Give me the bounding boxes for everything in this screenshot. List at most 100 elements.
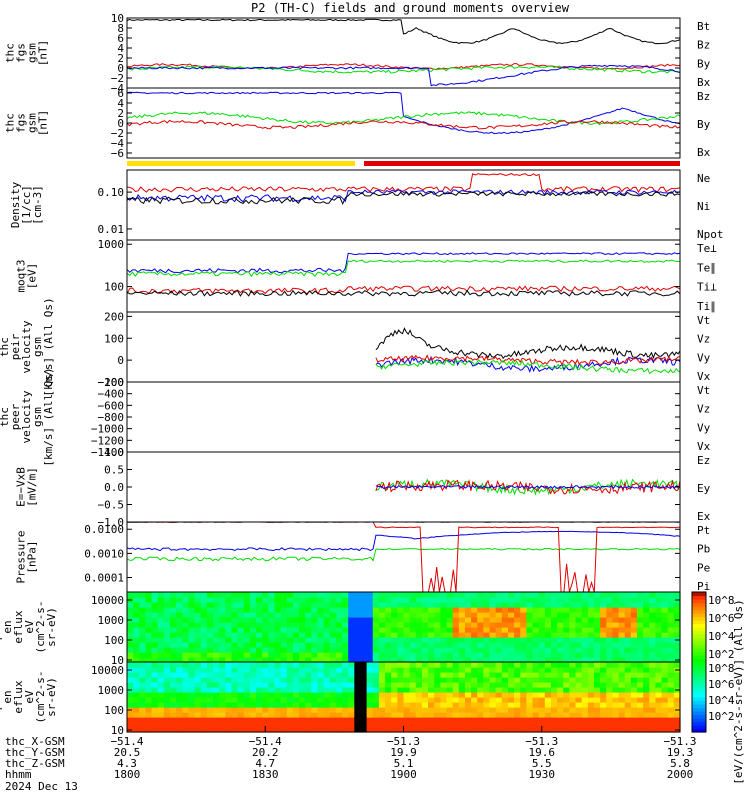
- spec-cell: [262, 692, 269, 698]
- spec-cell: [182, 627, 190, 633]
- spec-cell: [673, 652, 681, 658]
- spec-cell: [225, 597, 233, 603]
- spec-cell: [673, 592, 681, 598]
- spec-cell: [311, 717, 319, 723]
- spec-cell: [323, 647, 331, 653]
- spec-cell: [249, 677, 257, 683]
- spec-cell: [231, 602, 239, 608]
- spec-cell: [286, 597, 294, 603]
- spec-cell: [624, 592, 632, 598]
- spec-cell: [520, 712, 527, 718]
- spec-cell: [206, 702, 214, 708]
- spec-cell: [231, 622, 239, 628]
- spec-cell: [231, 712, 239, 718]
- spec-cell: [464, 727, 472, 733]
- spec-cell: [489, 627, 497, 633]
- spec-cell: [550, 677, 558, 683]
- spec-cell: [262, 592, 269, 598]
- spec-cell: [219, 642, 226, 648]
- spec-cell: [151, 692, 159, 698]
- ylabel-line: [km/s] (All Qs): [42, 297, 55, 396]
- spec-cell: [354, 657, 362, 663]
- spec-cell: [348, 672, 355, 678]
- spec-cell: [501, 697, 509, 703]
- spec-cell: [452, 637, 460, 643]
- spec-cell: [311, 612, 319, 618]
- spec-cell: [225, 702, 233, 708]
- spec-cell: [409, 672, 417, 678]
- spec-cell: [421, 727, 429, 733]
- spec-cell: [673, 677, 681, 683]
- spec-cell: [157, 712, 165, 718]
- spec-cell: [458, 622, 466, 628]
- spec-cell: [477, 637, 484, 643]
- spec-cell: [360, 622, 368, 628]
- spec-cell: [434, 702, 441, 708]
- spec-cell: [440, 632, 448, 638]
- spec-cell: [415, 707, 423, 713]
- spec-cell: [624, 617, 632, 623]
- spec-cell: [667, 722, 675, 728]
- spec-cell: [219, 717, 226, 723]
- spec-cell: [133, 707, 140, 713]
- spec-cell: [342, 592, 349, 598]
- spec-cell: [606, 692, 614, 698]
- spec-cell: [182, 612, 190, 618]
- spec-cell: [391, 667, 398, 673]
- spec-cell: [213, 702, 220, 708]
- spec-cell: [372, 632, 380, 638]
- spec-cell: [133, 642, 140, 648]
- spec-cell: [434, 637, 441, 643]
- spec-cell: [274, 632, 282, 638]
- spec-cell: [188, 642, 196, 648]
- spec-cell: [157, 662, 165, 668]
- spec-cell: [636, 647, 644, 653]
- ylabel-line: [eV]: [26, 263, 39, 290]
- mode-bar-fast: [364, 161, 680, 166]
- spec-cell: [563, 602, 570, 608]
- spec-cell: [421, 702, 429, 708]
- spec-cell: [630, 722, 638, 728]
- spec-cell: [471, 677, 478, 683]
- spec-cell: [274, 727, 282, 733]
- colorbar-cell: [692, 693, 706, 698]
- spec-cell: [335, 692, 343, 698]
- spec-cell: [471, 697, 478, 703]
- spec-cell: [581, 692, 589, 698]
- ylabel-density: Density[1/cc][cm-3]: [9, 181, 44, 228]
- spec-cell: [409, 652, 417, 658]
- spec-cell: [311, 652, 319, 658]
- spec-cell: [163, 722, 171, 728]
- spec-cell: [428, 662, 435, 668]
- spec-cell: [385, 682, 392, 688]
- spec-cell: [354, 717, 362, 723]
- colorbar-cell: [692, 662, 706, 667]
- y-tick-label: 0.10: [98, 186, 125, 199]
- spec-cell: [385, 712, 392, 718]
- spec-cell: [471, 682, 478, 688]
- spec-cell: [409, 712, 417, 718]
- spec-cell: [188, 717, 196, 723]
- spec-cell: [434, 662, 441, 668]
- ylabel-line: peer: [0, 683, 3, 710]
- spec-cell: [514, 687, 521, 693]
- spec-cell: [514, 647, 521, 653]
- spec-cell: [606, 592, 614, 598]
- spec-cell: [262, 697, 269, 703]
- spec-cell: [163, 592, 171, 598]
- spec-cell: [188, 727, 196, 733]
- spec-cell: [618, 632, 626, 638]
- spec-cell: [286, 632, 294, 638]
- spec-cell: [409, 692, 417, 698]
- spec-cell: [593, 672, 601, 678]
- spec-cell: [434, 667, 441, 673]
- spec-cell: [397, 642, 405, 648]
- spec-cell: [667, 702, 675, 708]
- spec-cell: [434, 597, 441, 603]
- spec-cell: [630, 597, 638, 603]
- spec-cell: [366, 687, 374, 693]
- spec-cell: [624, 597, 632, 603]
- ylabel-line: eV: [23, 690, 36, 704]
- spec-cell: [378, 627, 386, 633]
- spec-cell: [532, 687, 540, 693]
